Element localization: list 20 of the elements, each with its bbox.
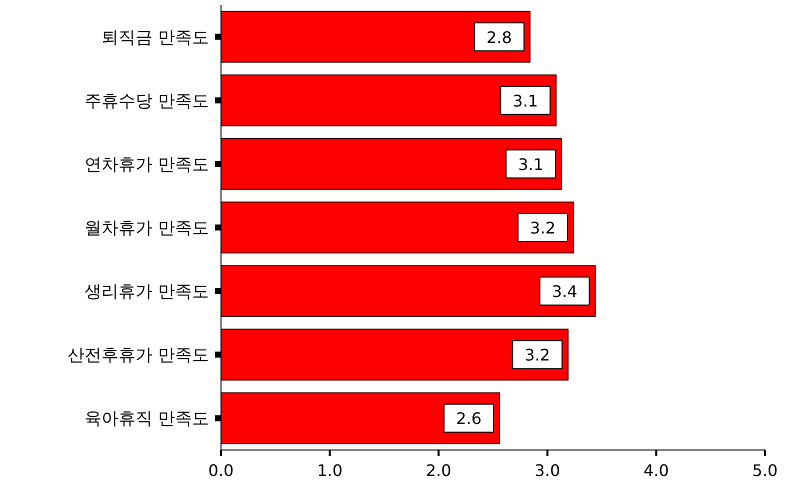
y-tick-label: 산전후휴가 만족도: [68, 346, 209, 366]
y-tick-label: 연차휴가 만족도: [84, 154, 209, 175]
y-tick-label: 퇴직금 만족도: [102, 28, 209, 48]
x-tick-label: 5.0: [752, 461, 778, 480]
x-tick-label: 0.0: [208, 461, 234, 480]
x-tick-label: 2.0: [426, 461, 452, 480]
x-tick-label: 4.0: [643, 461, 669, 480]
y-tick-label: 주휴수당 만족도: [84, 91, 209, 112]
data-label: 3.2: [524, 346, 550, 365]
y-tick-label: 생리휴가 만족도: [84, 282, 209, 302]
data-label: 3.1: [512, 91, 538, 110]
y-tick-label: 월차휴가 만족도: [84, 218, 209, 238]
data-label: 2.6: [456, 409, 482, 428]
data-label: 3.2: [530, 218, 556, 238]
x-tick-label: 3.0: [534, 461, 560, 480]
data-label: 2.8: [486, 28, 512, 47]
x-tick-label: 1.0: [317, 461, 343, 480]
data-label: 3.4: [552, 282, 578, 302]
y-tick-label: 육아휴직 만족도: [84, 409, 209, 430]
data-label: 3.1: [518, 154, 544, 174]
